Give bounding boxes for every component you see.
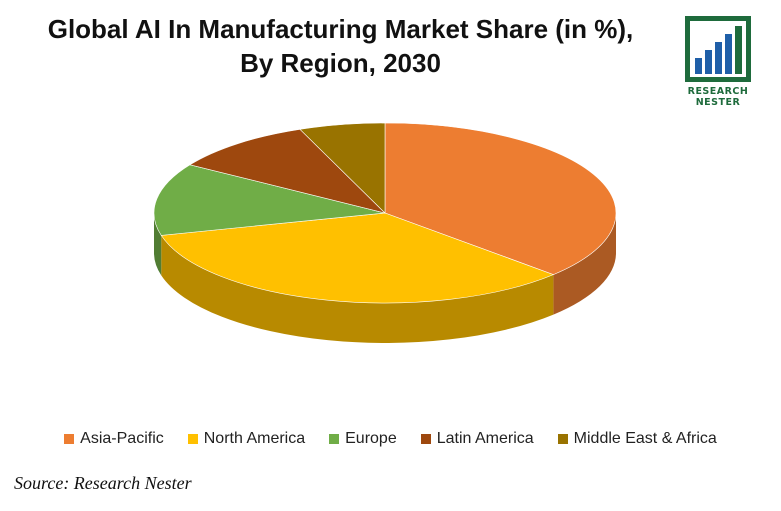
- legend-swatch-asia-pacific: [64, 434, 75, 444]
- pie-chart: [153, 122, 617, 343]
- chart-title-line1: Global AI In Manufacturing Market Share …: [47, 14, 634, 44]
- legend-label-middle-east-africa: Middle East & Africa: [573, 430, 717, 447]
- legend-label-north-america: North America: [203, 430, 306, 447]
- source-note: Source: Research Nester: [14, 473, 192, 493]
- pie-side-asia-pacific: [553, 213, 616, 315]
- legend-item-latin-america: Latin America: [420, 430, 534, 448]
- logo-bars-icon: [685, 16, 751, 82]
- legend-item-north-america: North America: [187, 430, 306, 448]
- pie-slice-asia-pacific: [384, 122, 617, 275]
- logo-text-nester: NESTER: [695, 97, 741, 108]
- research-nester-logo: RESEARCH NESTER: [681, 14, 755, 109]
- chart-title-line2: By Region, 2030: [240, 48, 441, 78]
- legend-swatch-middle-east-africa: [557, 434, 568, 444]
- legend-label-latin-america: Latin America: [436, 430, 534, 447]
- pie-slice-latin-america: [189, 129, 386, 214]
- pie-slice-north-america: [160, 212, 555, 304]
- pie-top-faces: [153, 122, 617, 304]
- legend-item-middle-east-africa: Middle East & Africa: [557, 430, 717, 448]
- legend-item-europe: Europe: [329, 430, 397, 448]
- legend-item-asia-pacific: Asia-Pacific: [64, 430, 164, 448]
- pie-side-north-america: [161, 235, 554, 343]
- chart-title: Global AI In Manufacturing Market Share …: [0, 12, 681, 80]
- legend-swatch-latin-america: [420, 434, 431, 444]
- legend-swatch-europe: [329, 434, 340, 444]
- legend-swatch-north-america: [187, 434, 198, 444]
- legend-label-asia-pacific: Asia-Pacific: [80, 430, 164, 447]
- pie-side-walls: [154, 213, 616, 343]
- chart-legend: Asia-Pacific North America Europe Latin Ame…: [0, 430, 781, 448]
- pie-slice-europe: [153, 164, 386, 236]
- legend-label-europe: Europe: [345, 430, 397, 447]
- logo-text-research: RESEARCH: [687, 86, 749, 97]
- pie-slice-middle-east-africa: [299, 122, 386, 214]
- pie-side-europe: [154, 213, 162, 276]
